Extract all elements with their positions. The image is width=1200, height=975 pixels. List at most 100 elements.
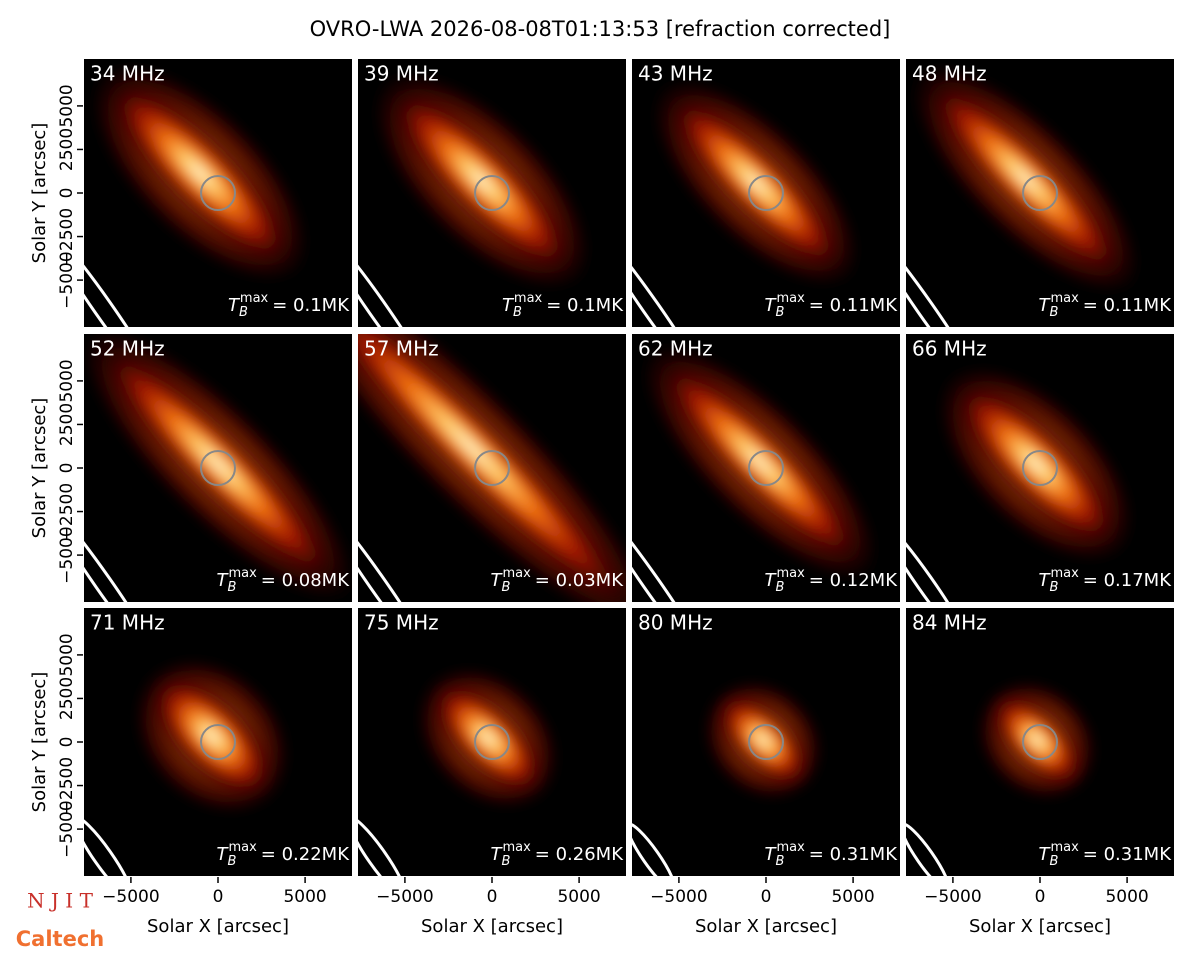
tb-value: = 0.22MK [261,844,350,865]
frequency-label: 57 MHz [364,337,439,361]
tb-max-label: TBmax = 0.1MK [228,291,350,320]
tb-value: = 0.31MK [1083,844,1172,865]
frequency-label: 43 MHz [638,62,713,86]
y-tick-label: 0 [57,737,77,748]
y-tick-label: −5000 [57,800,77,858]
frequency-label: 71 MHz [90,611,165,635]
beam [631,228,708,328]
emission-core [954,382,1118,546]
x-tick-label: 0 [1035,887,1046,907]
y-tick-label: 5000 [57,633,77,676]
tb-superscript: max [228,566,257,581]
solar-disk [474,450,510,486]
panel: 48 MHz TBmax = 0.11MK [904,57,1176,329]
panel-frame [904,332,1176,604]
emission-core [390,89,574,273]
tb-symbol: T [491,844,504,865]
tb-superscript: max [1050,840,1079,855]
tb-value: = 0.1MK [546,295,624,316]
x-tick-label: −5000 [376,887,434,907]
beam [905,822,951,877]
y-tick-label: 0 [57,463,77,474]
emission-core [151,675,273,797]
y-axis-label: Solar Y [arcsec] [29,672,50,813]
panel-image [905,58,1175,328]
tb-value: = 0.11MK [1083,295,1172,316]
beam [357,503,434,603]
frequency-label: 34 MHz [90,62,165,86]
x-tick-label: −5000 [650,887,708,907]
solar-disk [200,175,236,211]
logo-caltech: Caltech [16,927,104,951]
emission-core [432,682,544,794]
tb-subscript: B [776,580,785,595]
x-axis-label: Solar X [arcsec] [969,916,1111,937]
panel-image [83,607,353,877]
beam [905,519,971,603]
tb-value: = 0.1MK [272,295,350,316]
tb-subscript: B [228,854,237,869]
tb-subscript: B [239,305,248,320]
tb-symbol: T [1039,295,1052,316]
tb-max-label: TBmax = 0.26MK [491,840,625,869]
y-tick-label: −5000 [57,251,77,309]
panel-frame [630,332,902,604]
x-tick-label: 5000 [831,887,874,907]
solar-disk [1022,724,1058,760]
beam [631,503,708,603]
solar-disk [748,450,784,486]
y-tick-label: −5000 [57,526,77,584]
tb-superscript: max [514,291,543,306]
x-tick-label: 5000 [1105,887,1148,907]
solar-disk [748,724,784,760]
tb-max-label: TBmax = 0.1MK [502,291,624,320]
y-axis-label: Solar Y [arcsec] [29,398,50,539]
x-tick-label: 0 [487,887,498,907]
solar-disk [200,724,236,760]
y-tick-label: −2500 [57,208,77,266]
tb-value: = 0.11MK [809,295,898,316]
tb-max-label: TBmax = 0.08MK [217,566,351,595]
tb-superscript: max [1050,566,1079,581]
tb-subscript: B [502,854,511,869]
tb-symbol: T [1039,844,1052,865]
frequency-label: 48 MHz [912,62,987,86]
tb-superscript: max [1050,291,1079,306]
emission-core [717,694,809,786]
beam [83,815,134,877]
panel-frame [356,332,628,604]
emission-core [658,360,862,564]
panel: 43 MHz TBmax = 0.11MK [630,57,902,329]
solar-disk [474,724,510,760]
panel: 57 MHz TBmax = 0.03MK [356,332,628,604]
emission-core [928,81,1124,277]
tb-value: = 0.31MK [809,844,898,865]
tb-max-label: TBmax = 0.12MK [765,566,899,595]
tb-symbol: T [765,295,778,316]
tb-superscript: max [776,291,805,306]
tb-superscript: max [228,840,257,855]
beam [631,822,677,877]
y-tick-label: 0 [57,188,77,199]
tb-max-label: TBmax = 0.03MK [491,566,625,595]
tb-symbol: T [491,570,504,591]
tb-subscript: B [513,305,522,320]
tb-symbol: T [765,844,778,865]
logo-njit: N J I T [27,889,93,913]
tb-max-label: TBmax = 0.17MK [1039,566,1173,595]
x-axis-label: Solar X [arcsec] [147,916,289,937]
tb-symbol: T [765,570,778,591]
tb-superscript: max [776,840,805,855]
tb-superscript: max [502,840,531,855]
tb-subscript: B [776,854,785,869]
beam [83,228,160,328]
panel-image [631,58,901,328]
panel-frame [904,57,1176,329]
tb-superscript: max [502,566,531,581]
tb-symbol: T [217,844,230,865]
frequency-label: 84 MHz [912,611,987,635]
tb-value: = 0.03MK [535,570,624,591]
